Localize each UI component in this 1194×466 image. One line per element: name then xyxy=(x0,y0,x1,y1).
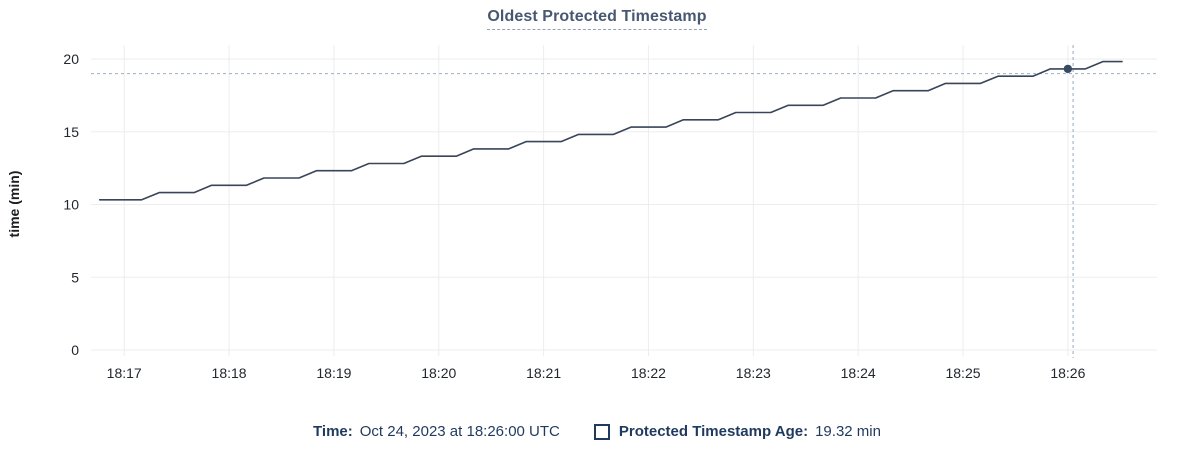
legend-item-protected-timestamp-age[interactable]: Protected Timestamp Age: 19.32 min xyxy=(593,423,881,440)
chart-title[interactable]: Oldest Protected Timestamp xyxy=(487,8,707,30)
series-line-protected-timestamp-age xyxy=(98,60,1123,201)
x-tick-label: 18:22 xyxy=(631,365,666,381)
x-tick-label: 18:24 xyxy=(841,365,876,381)
series-swatch-icon xyxy=(593,423,610,440)
x-tick-label: 18:20 xyxy=(421,365,456,381)
hover-point-marker xyxy=(1063,64,1073,74)
hover-time-label: Time: xyxy=(313,423,353,440)
series-value: 19.32 min xyxy=(815,423,881,440)
hover-time-readout: Time: Oct 24, 2023 at 18:26:00 UTC xyxy=(313,423,560,440)
y-tick-label: 10 xyxy=(63,197,79,213)
y-tick-label: 0 xyxy=(71,342,79,358)
y-tick-label: 20 xyxy=(63,51,79,67)
series-label: Protected Timestamp Age: xyxy=(618,423,809,440)
line-chart-plot-area[interactable]: 0 5 10 15 20 18:17 18:18 18:19 18:20 18:21 18:22 18… xyxy=(0,40,1194,396)
x-tick-label: 18:26 xyxy=(1050,365,1085,381)
y-tick-label: 15 xyxy=(63,124,79,140)
x-tick-label: 18:17 xyxy=(107,365,142,381)
x-tick-label: 18:25 xyxy=(945,365,980,381)
x-tick-label: 18:18 xyxy=(212,365,247,381)
x-tick-label: 18:21 xyxy=(526,365,561,381)
x-tick-label: 18:23 xyxy=(736,365,771,381)
hover-time-value: Oct 24, 2023 at 18:26:00 UTC xyxy=(359,423,560,440)
x-tick-label: 18:19 xyxy=(316,365,351,381)
chart-legend: Time: Oct 24, 2023 at 18:26:00 UTC Prote… xyxy=(0,423,1194,440)
y-tick-label: 5 xyxy=(71,269,79,285)
chart-header: Oldest Protected Timestamp xyxy=(0,8,1194,30)
